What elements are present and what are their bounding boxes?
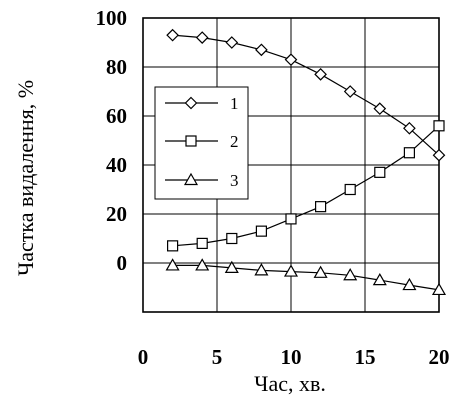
series-1-point xyxy=(403,121,416,135)
series-1-point xyxy=(432,148,446,162)
series-3-point xyxy=(313,265,328,278)
series-3-point xyxy=(165,258,180,271)
series-3-point xyxy=(224,260,239,273)
series-2-point xyxy=(433,120,445,132)
series-1-point xyxy=(284,53,298,66)
plot-frame xyxy=(142,17,440,313)
series-3-point xyxy=(431,282,447,296)
y-tick-label: 100 xyxy=(96,6,128,30)
legend-marker-3 xyxy=(183,172,199,186)
series-2-point xyxy=(196,237,208,249)
series-3-point xyxy=(343,268,358,281)
series-3-point xyxy=(402,277,417,291)
x-tick-label: 20 xyxy=(429,345,450,369)
series-3-point xyxy=(283,264,299,277)
series-2-point xyxy=(226,232,238,245)
x-tick-label: 0 xyxy=(138,345,149,369)
series-3-point xyxy=(254,263,269,276)
series-3-point xyxy=(372,272,387,286)
series-3-line xyxy=(172,264,440,291)
x-axis-label: Час, хв. xyxy=(254,371,326,396)
y-tick-label: 80 xyxy=(106,55,127,79)
legend-marker-1 xyxy=(184,96,198,110)
x-tick-label: 10 xyxy=(281,345,302,369)
series-1-point xyxy=(343,85,357,98)
series-2-point xyxy=(255,225,267,237)
series-2-point xyxy=(315,201,327,213)
series-2-line xyxy=(172,125,440,247)
legend: 1 2 3 xyxy=(154,86,249,200)
series-lines xyxy=(172,34,440,291)
legend-marker-2 xyxy=(185,135,197,147)
legend-label-1: 1 xyxy=(230,94,239,113)
y-tick-label: 60 xyxy=(106,104,127,128)
series-2-point xyxy=(344,183,356,196)
y-tick-label: 0 xyxy=(117,251,128,275)
legend-label-3: 3 xyxy=(230,171,239,190)
series-2-point xyxy=(403,147,415,159)
x-tick-label: 15 xyxy=(355,345,376,369)
series-1-point xyxy=(225,36,239,49)
series-2-point xyxy=(285,213,297,225)
series-1-point xyxy=(314,68,327,81)
series-1-point xyxy=(195,31,209,44)
y-tick-label: 20 xyxy=(106,202,127,226)
series-3-point xyxy=(195,258,210,271)
x-tick-label: 5 xyxy=(212,345,223,369)
series-1-point xyxy=(166,28,179,42)
series-1-point xyxy=(255,43,268,57)
y-tick-label: 40 xyxy=(106,153,127,177)
series-markers xyxy=(165,28,447,296)
series-1-line xyxy=(172,34,440,156)
series-2-point xyxy=(374,166,386,178)
y-tick-labels: 0 20 40 60 80 100 xyxy=(96,6,128,275)
y-axis-label: Частка видалення, % xyxy=(13,80,38,276)
series-2-point xyxy=(167,240,179,252)
x-tick-labels: 0 5 10 15 20 xyxy=(138,345,450,369)
series-1-point xyxy=(373,102,387,115)
legend-label-2: 2 xyxy=(230,132,239,151)
